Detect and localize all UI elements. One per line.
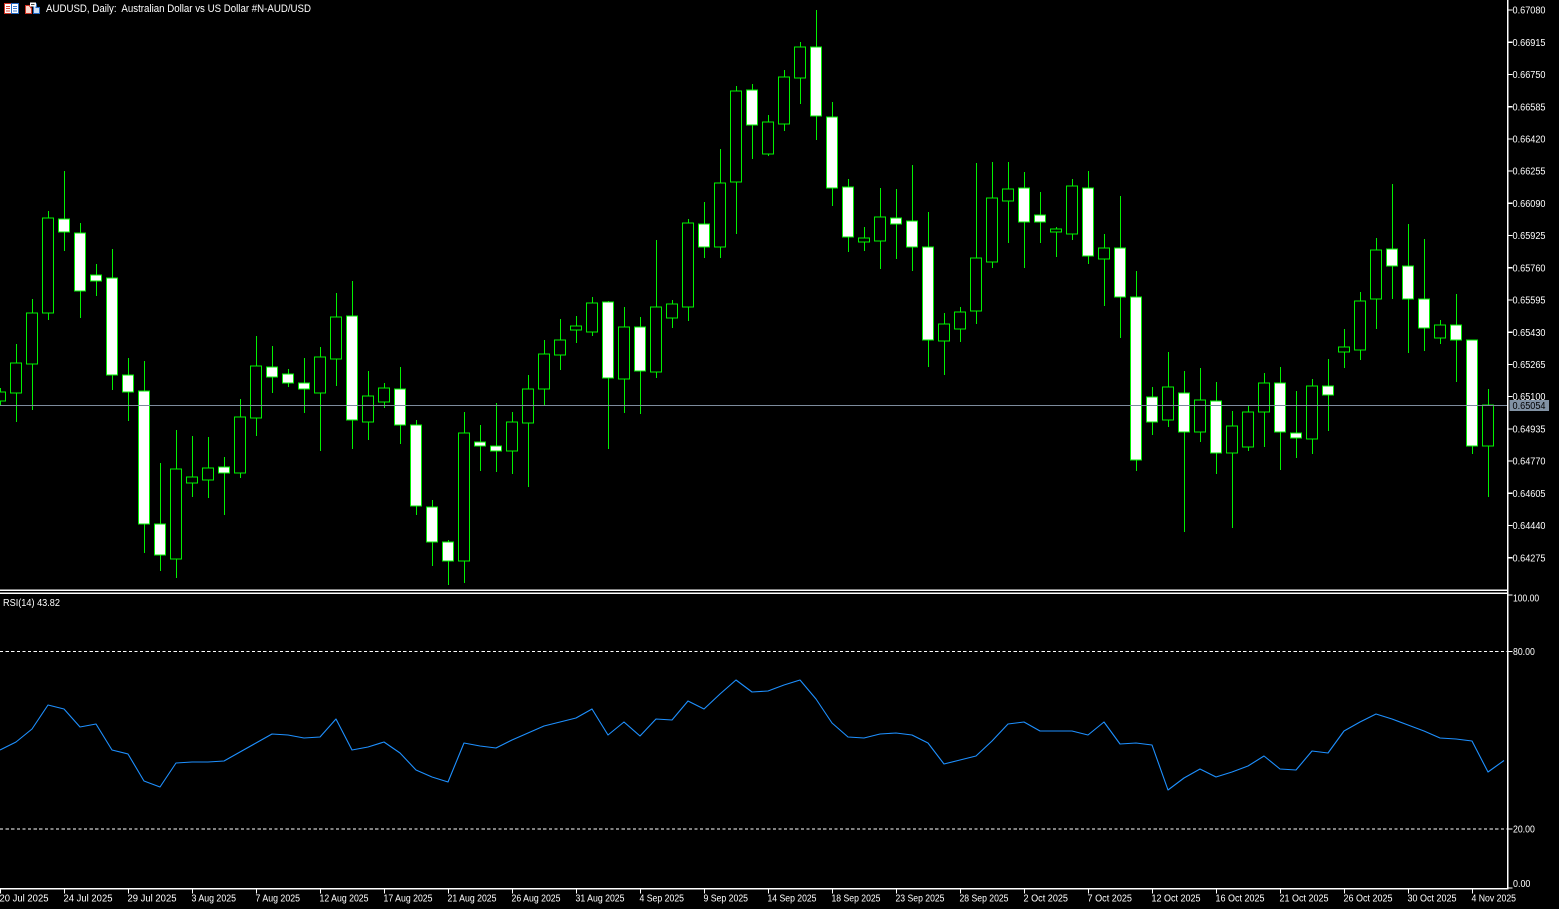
svg-text:0.66750: 0.66750	[1513, 70, 1547, 81]
svg-text:26 Oct 2025: 26 Oct 2025	[1344, 894, 1393, 905]
svg-text:0.66915: 0.66915	[1513, 38, 1547, 49]
svg-text:24 Jul 2025: 24 Jul 2025	[64, 894, 114, 905]
svg-text:0.65760: 0.65760	[1513, 263, 1547, 274]
svg-text:0.67080: 0.67080	[1513, 6, 1547, 17]
svg-text:28 Sep 2025: 28 Sep 2025	[960, 894, 1009, 905]
svg-text:12 Aug 2025: 12 Aug 2025	[320, 894, 369, 905]
svg-text:0.65054: 0.65054	[1513, 401, 1547, 412]
svg-text:4 Nov 2025: 4 Nov 2025	[1472, 894, 1517, 905]
svg-text:3 Aug 2025: 3 Aug 2025	[192, 894, 237, 905]
svg-text:2 Oct 2025: 2 Oct 2025	[1024, 894, 1069, 905]
svg-text:20.00: 20.00	[1513, 825, 1535, 836]
svg-text:0.66255: 0.66255	[1513, 167, 1547, 178]
svg-text:0.64275: 0.64275	[1513, 553, 1547, 564]
svg-text:20 Jul 2025: 20 Jul 2025	[0, 894, 49, 905]
svg-text:31 Aug 2025: 31 Aug 2025	[576, 894, 625, 905]
svg-text:AUDUSD, Daily: Australian Dol: AUDUSD, Daily: Australian Dollar vs US D…	[46, 3, 311, 15]
svg-text:17 Aug 2025: 17 Aug 2025	[384, 894, 433, 905]
svg-text:RSI(14) 43.82: RSI(14) 43.82	[3, 598, 60, 609]
svg-text:7 Oct 2025: 7 Oct 2025	[1088, 894, 1133, 905]
svg-text:9 Sep 2025: 9 Sep 2025	[704, 894, 749, 905]
svg-text:7 Aug 2025: 7 Aug 2025	[256, 894, 301, 905]
svg-text:0.66420: 0.66420	[1513, 134, 1547, 145]
svg-text:4 Sep 2025: 4 Sep 2025	[640, 894, 685, 905]
svg-text:21 Aug 2025: 21 Aug 2025	[448, 894, 497, 905]
svg-text:0.64605: 0.64605	[1513, 489, 1547, 500]
svg-text:0.65925: 0.65925	[1513, 231, 1547, 242]
svg-text:0.64440: 0.64440	[1513, 521, 1547, 532]
svg-text:16 Oct 2025: 16 Oct 2025	[1216, 894, 1265, 905]
svg-text:0.65595: 0.65595	[1513, 296, 1547, 307]
svg-text:0.64770: 0.64770	[1513, 457, 1547, 468]
svg-text:12 Oct 2025: 12 Oct 2025	[1152, 894, 1201, 905]
svg-text:29 Jul 2025: 29 Jul 2025	[128, 894, 178, 905]
svg-text:23 Sep 2025: 23 Sep 2025	[896, 894, 945, 905]
svg-text:21 Oct 2025: 21 Oct 2025	[1280, 894, 1329, 905]
svg-text:100.00: 100.00	[1513, 594, 1540, 605]
svg-text:0.66090: 0.66090	[1513, 199, 1547, 210]
svg-text:18 Sep 2025: 18 Sep 2025	[832, 894, 881, 905]
svg-text:30 Oct 2025: 30 Oct 2025	[1408, 894, 1457, 905]
svg-text:0.64935: 0.64935	[1513, 424, 1547, 435]
svg-text:14 Sep 2025: 14 Sep 2025	[768, 894, 817, 905]
svg-text:0.66585: 0.66585	[1513, 102, 1547, 113]
svg-text:80.00: 80.00	[1513, 647, 1535, 658]
svg-text:0.00: 0.00	[1513, 879, 1531, 890]
svg-text:0.65430: 0.65430	[1513, 328, 1547, 339]
svg-text:0.65100: 0.65100	[1513, 392, 1547, 403]
svg-text:26 Aug 2025: 26 Aug 2025	[512, 894, 561, 905]
svg-text:0.65265: 0.65265	[1513, 360, 1547, 371]
